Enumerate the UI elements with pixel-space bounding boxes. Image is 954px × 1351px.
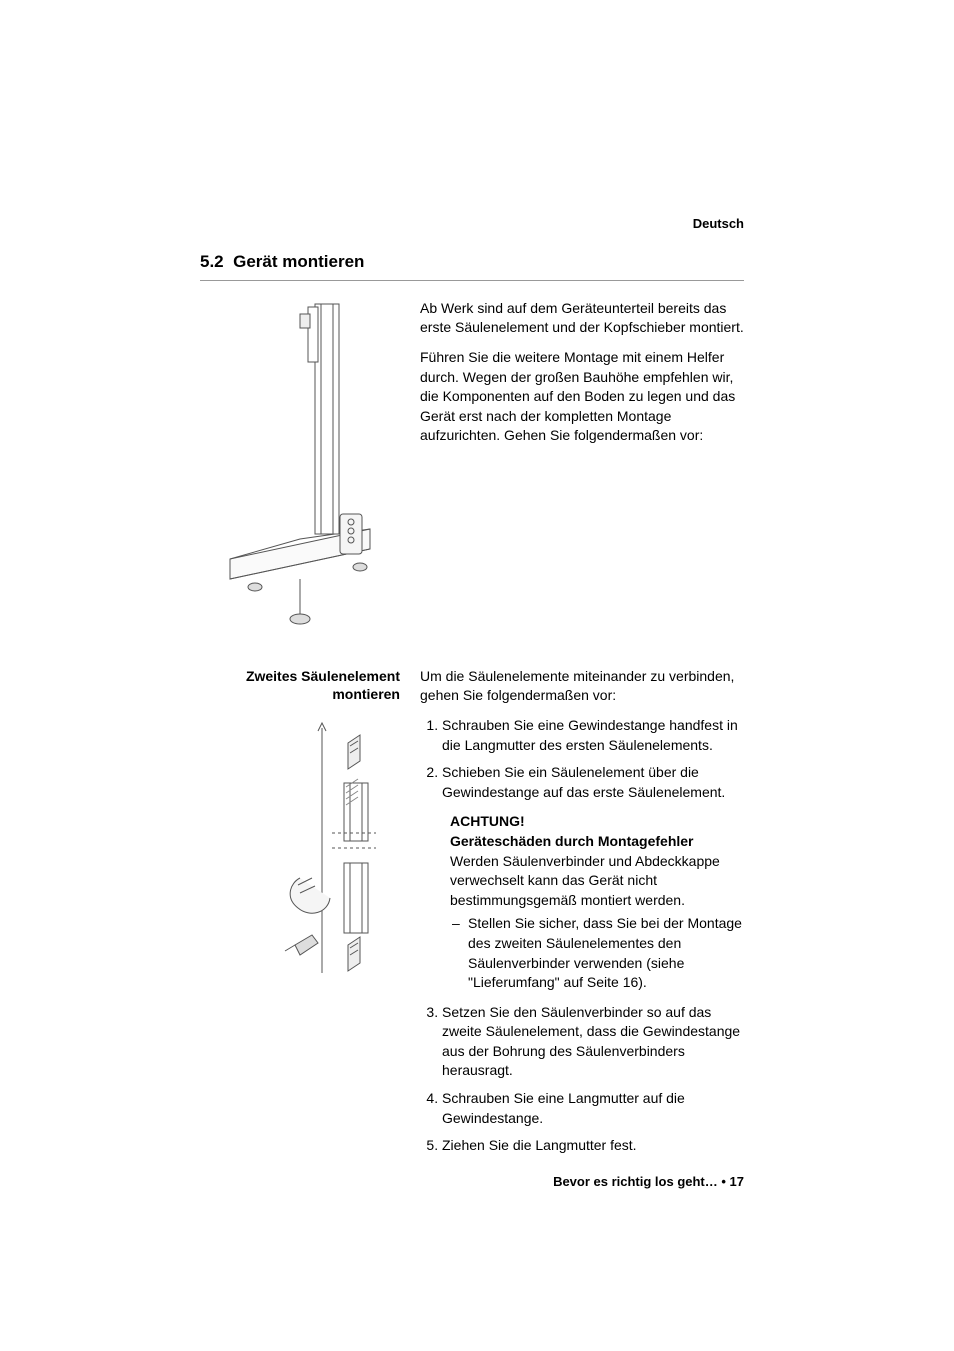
- warning-subtitle: Geräteschäden durch Montagefehler: [450, 832, 744, 852]
- section-title: 5.2 Gerät montieren: [200, 250, 744, 274]
- subsection-intro: Um die Säulenelemente miteinander zu ver…: [420, 667, 744, 706]
- step-5: Ziehen Sie die Langmutter fest.: [442, 1136, 744, 1156]
- warning-bullet: Stellen Sie sicher, dass Sie bei der Mon…: [468, 914, 744, 992]
- subsection-heading-line1: Zweites Säulenelement: [246, 668, 400, 684]
- step-4: Schrauben Sie eine Langmutter auf die Ge…: [442, 1089, 744, 1128]
- warning-bullet-list: Stellen Sie sicher, dass Sie bei der Mon…: [450, 914, 744, 992]
- subsection-heading: Zweites Säulenelement montieren: [200, 667, 400, 703]
- steps-list-cont: Setzen Sie den Säulenverbinder so auf da…: [420, 1003, 744, 1156]
- step-1: Schrauben Sie eine Gewindestange handfes…: [442, 716, 744, 755]
- warning-title: ACHTUNG!: [450, 812, 744, 832]
- device-illustration: [200, 299, 400, 639]
- intro-block: Ab Werk sind auf dem Geräteunterteil ber…: [200, 299, 744, 639]
- subsection-block: Zweites Säulenelement montieren: [200, 667, 744, 1166]
- warning-block: ACHTUNG! Geräteschäden durch Montagefehl…: [450, 812, 744, 992]
- page-footer: Bevor es richtig los geht… • 17: [553, 1173, 744, 1191]
- intro-para-1: Ab Werk sind auf dem Geräteunterteil ber…: [420, 299, 744, 338]
- title-rule: [200, 280, 744, 281]
- step-2: Schieben Sie ein Säulenelement über die …: [442, 763, 744, 802]
- assembly-illustration: [200, 713, 400, 983]
- section-heading: Gerät montieren: [233, 252, 364, 271]
- steps-list: Schrauben Sie eine Gewindestange handfes…: [420, 716, 744, 802]
- intro-para-2: Führen Sie die weitere Montage mit einem…: [420, 348, 744, 446]
- language-label: Deutsch: [693, 215, 744, 233]
- warning-body: Werden Säulenverbinder und Abdeckkappe v…: [450, 852, 744, 911]
- subsection-heading-line2: montieren: [332, 686, 400, 702]
- section-number: 5.2: [200, 252, 224, 271]
- step-3: Setzen Sie den Säulenverbinder so auf da…: [442, 1003, 744, 1081]
